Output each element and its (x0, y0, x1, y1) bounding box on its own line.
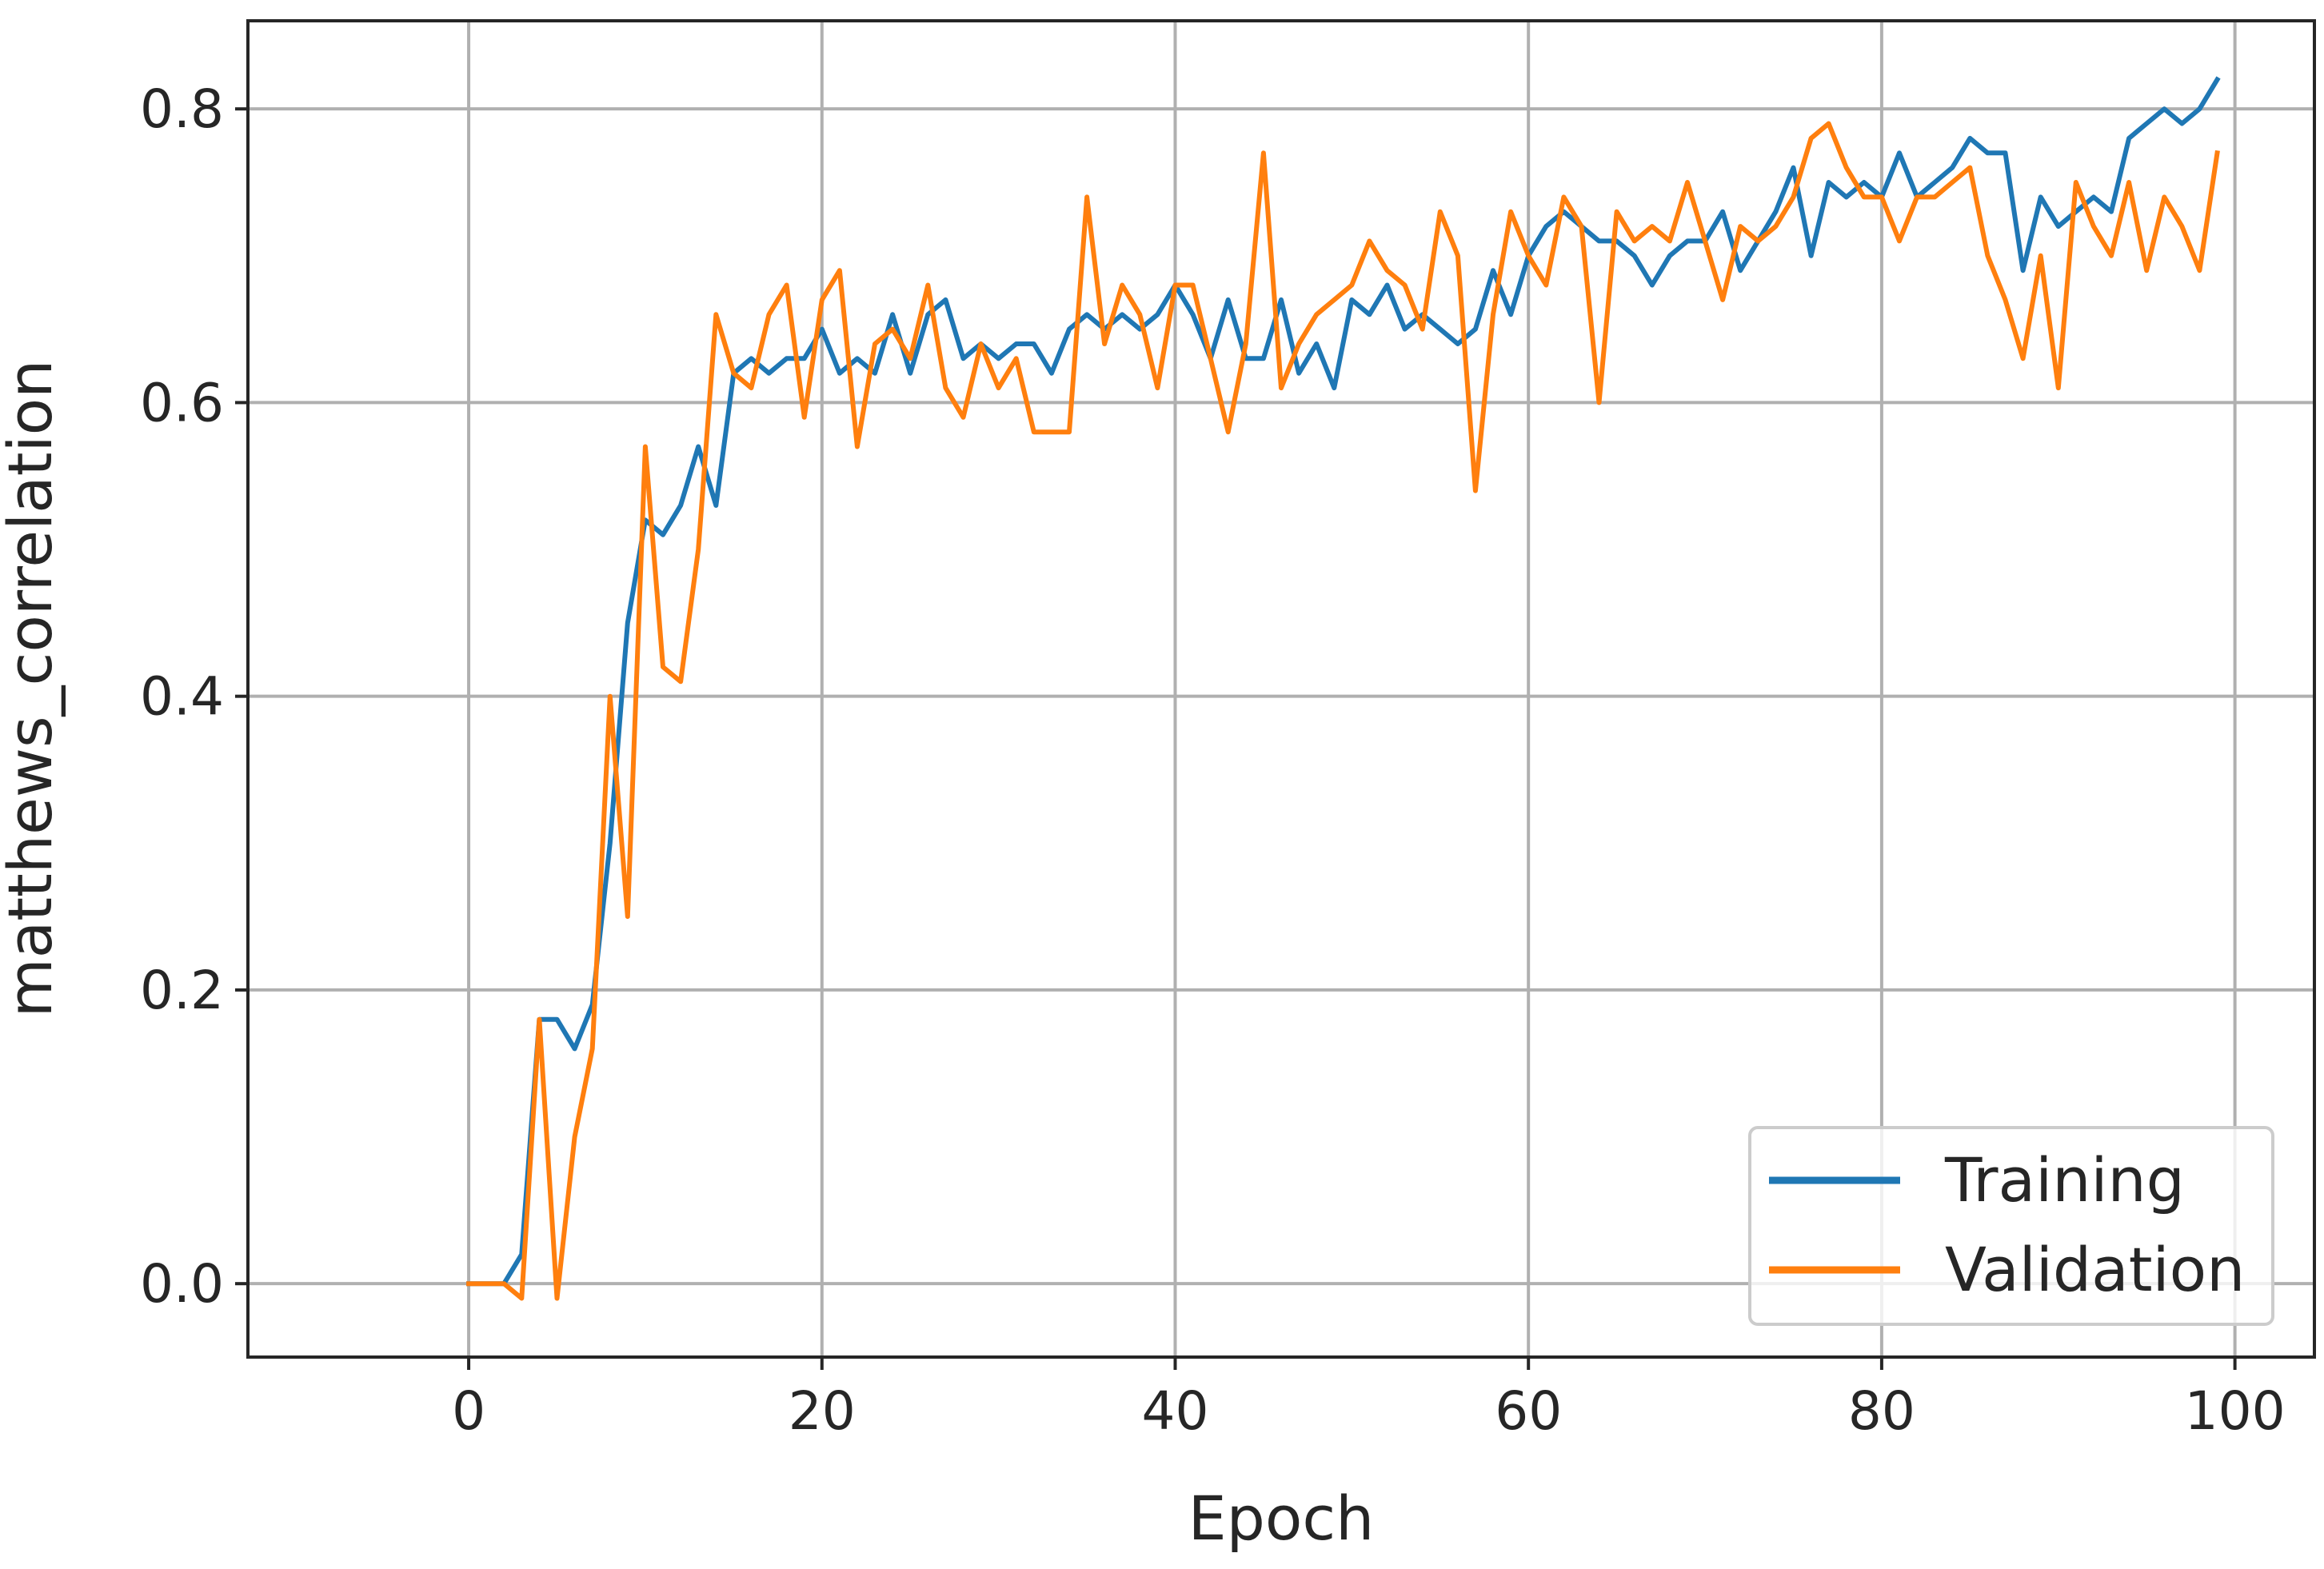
plot-frame (246, 19, 2316, 1359)
y-tick-label: 0.8 (140, 78, 224, 140)
y-tick-label: 0.0 (140, 1253, 224, 1315)
series-line-training (466, 76, 2221, 1287)
y-axis-title: matthews_correlation (0, 360, 66, 1018)
x-tick-label: 40 (1141, 1380, 1208, 1442)
x-tick-label: 80 (1848, 1380, 1915, 1442)
legend-label-training: Training (1944, 1144, 2185, 1216)
series-lines (466, 76, 2221, 1301)
x-tick-label: 0 (452, 1380, 485, 1442)
x-axis-title: Epoch (1188, 1483, 1375, 1554)
legend-label-validation: Validation (1945, 1234, 2245, 1305)
x-tick-label: 60 (1495, 1380, 1562, 1442)
grid (248, 21, 2314, 1357)
x-tick-label: 20 (789, 1380, 856, 1442)
legend: Training Validation (1748, 1126, 2274, 1326)
x-tick-label: 100 (2185, 1380, 2286, 1442)
y-tick-label: 0.4 (140, 666, 224, 728)
y-tick-label: 0.2 (140, 960, 224, 1021)
ticks: 0 20 40 60 80 100 0.0 0.2 0.4 0.6 0.8 (140, 78, 2286, 1442)
y-tick-label: 0.6 (140, 372, 224, 433)
series-line-validation (466, 121, 2220, 1301)
